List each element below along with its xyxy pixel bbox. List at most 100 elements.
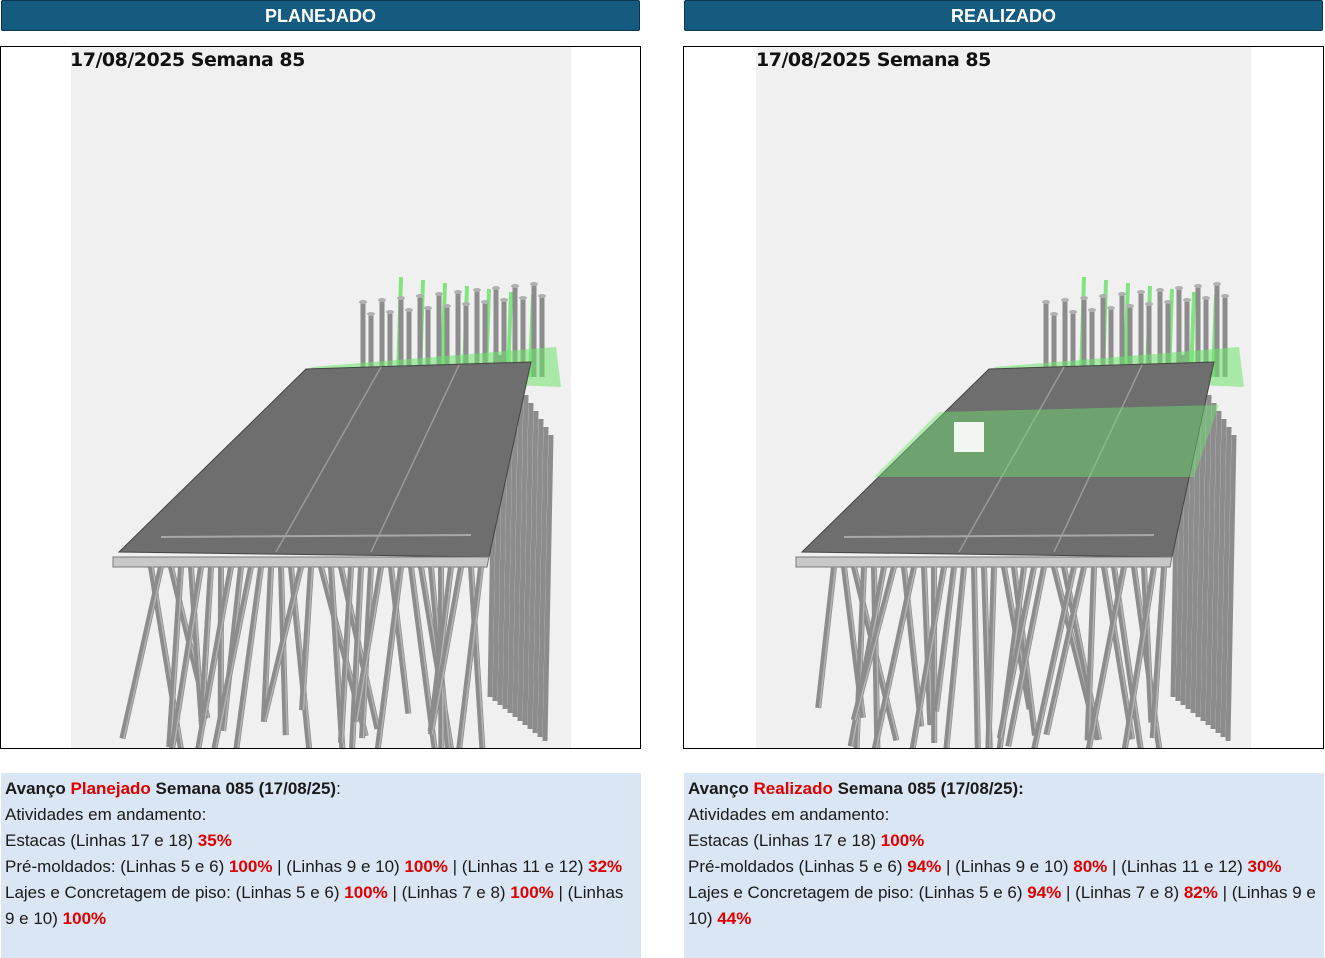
pile-cap [435, 292, 443, 296]
title-text: Avanço [5, 779, 71, 798]
pile [427, 566, 464, 736]
pile [985, 566, 997, 748]
pile-cap [397, 296, 405, 300]
pile-cap [1080, 296, 1088, 300]
pile [512, 386, 524, 718]
lajes-value: 94% [1027, 883, 1062, 902]
pile [1085, 566, 1127, 748]
pile [1215, 418, 1227, 734]
estacas-line: Estacas (Linhas 17 e 18) 35% [5, 828, 637, 854]
pile-highlight [1088, 566, 1097, 741]
pile [996, 566, 1037, 739]
planejado-structure-model [112, 276, 561, 748]
pile [119, 566, 164, 740]
estacas-label: Estacas (Linhas 17 e 18) [688, 831, 881, 850]
title-highlight: Realizado [753, 779, 833, 798]
pile-cap [378, 298, 386, 302]
pile [532, 418, 544, 734]
realizado-header: REALIZADO [684, 0, 1323, 31]
premoldados-value: 94% [907, 857, 942, 876]
pile [815, 566, 837, 709]
pile [1005, 566, 1047, 747]
pile [1084, 566, 1097, 741]
premoldados-value: 100% [228, 857, 273, 876]
pile-highlight [947, 566, 967, 748]
title-text: Semana 085 (17/08/25): [832, 779, 1024, 798]
activities-label: Atividades em andamento: [688, 805, 890, 824]
planejado-date-label: 17/08/2025 Semana 85 [70, 49, 305, 71]
pile-cap [473, 288, 481, 292]
summary-title: Avanço Realizado Semana 085 (17/08/25): [688, 776, 1320, 802]
planned-area [874, 405, 1219, 477]
activities-label: Atividades em andamento: [5, 805, 207, 824]
pile-highlight [1000, 566, 1037, 739]
pile [349, 566, 364, 748]
pile-highlight [875, 566, 917, 748]
pile [981, 566, 993, 748]
pile-highlight [431, 566, 464, 735]
pile-cap [511, 284, 519, 288]
pile-cap [1126, 304, 1134, 308]
pile-highlight [936, 566, 957, 712]
pile-cap [1088, 308, 1096, 312]
title-highlight: Planejado [70, 779, 151, 798]
pile-highlight [857, 566, 867, 748]
pile-highlight [378, 566, 404, 748]
pile-cap [405, 308, 413, 312]
pile-cap [1137, 290, 1145, 294]
pile [260, 566, 274, 723]
pile-cap [1069, 310, 1077, 314]
pile-cap [359, 300, 367, 304]
pile [374, 566, 404, 748]
pile [1205, 402, 1217, 726]
pile [542, 434, 554, 742]
deck-edge [112, 556, 490, 568]
pile-highlight [1047, 566, 1087, 735]
estacas-value: 35% [197, 831, 232, 850]
pile [1043, 566, 1087, 736]
pile-cap [530, 282, 538, 286]
planejado-header: PLANEJADO [1, 0, 640, 31]
premoldados-value: 80% [1073, 857, 1108, 876]
deck-slab [800, 361, 1215, 558]
pile-highlight [352, 566, 364, 748]
pile [211, 566, 254, 748]
pile-cap [367, 312, 375, 316]
pile-highlight [172, 566, 204, 748]
pile-highlight [1089, 566, 1127, 748]
slab-seam [370, 364, 460, 553]
pile-cap [443, 304, 451, 308]
planejado-3d-view: 17/08/2025 Semana 85 [0, 46, 641, 749]
pile [517, 394, 529, 722]
summary-title: Avanço Planejado Semana 085 (17/08/25): [5, 776, 637, 802]
pile-highlight [237, 566, 264, 748]
lajes-label: Lajes e Concretagem de piso: (Linhas 5 e… [5, 883, 345, 902]
premoldados-line: Pré-moldados (Linhas 5 e 6) 94% | (Linha… [688, 854, 1320, 880]
pile-highlight [460, 566, 484, 748]
pile [169, 566, 204, 748]
premoldados-line: Pré-moldados: (Linhas 5 e 6) 100% | (Lin… [5, 854, 637, 880]
pile-cap [1107, 306, 1115, 310]
lajes-value: 44% [717, 909, 752, 928]
pile-highlight [1125, 566, 1157, 748]
pile [195, 566, 234, 748]
pile-cap [454, 290, 462, 294]
premoldados-label: | (Linhas 11 e 12) [447, 857, 589, 876]
pile-highlight [913, 566, 947, 748]
pile-cap [1099, 294, 1107, 298]
pile-cap [1061, 298, 1069, 302]
pile-highlight [1144, 566, 1154, 723]
pile-highlight [818, 566, 837, 709]
premoldados-value: 32% [588, 857, 623, 876]
pile-highlight [1008, 566, 1047, 747]
pile [1101, 566, 1136, 740]
pile-cap [1183, 298, 1191, 302]
pile [468, 566, 486, 748]
pile-highlight [281, 566, 289, 736]
pile-highlight [341, 566, 354, 743]
pile [522, 402, 534, 726]
pile [527, 410, 539, 730]
pile-highlight [1114, 566, 1143, 748]
deck-opening [954, 422, 984, 452]
deck-slab [117, 361, 532, 558]
